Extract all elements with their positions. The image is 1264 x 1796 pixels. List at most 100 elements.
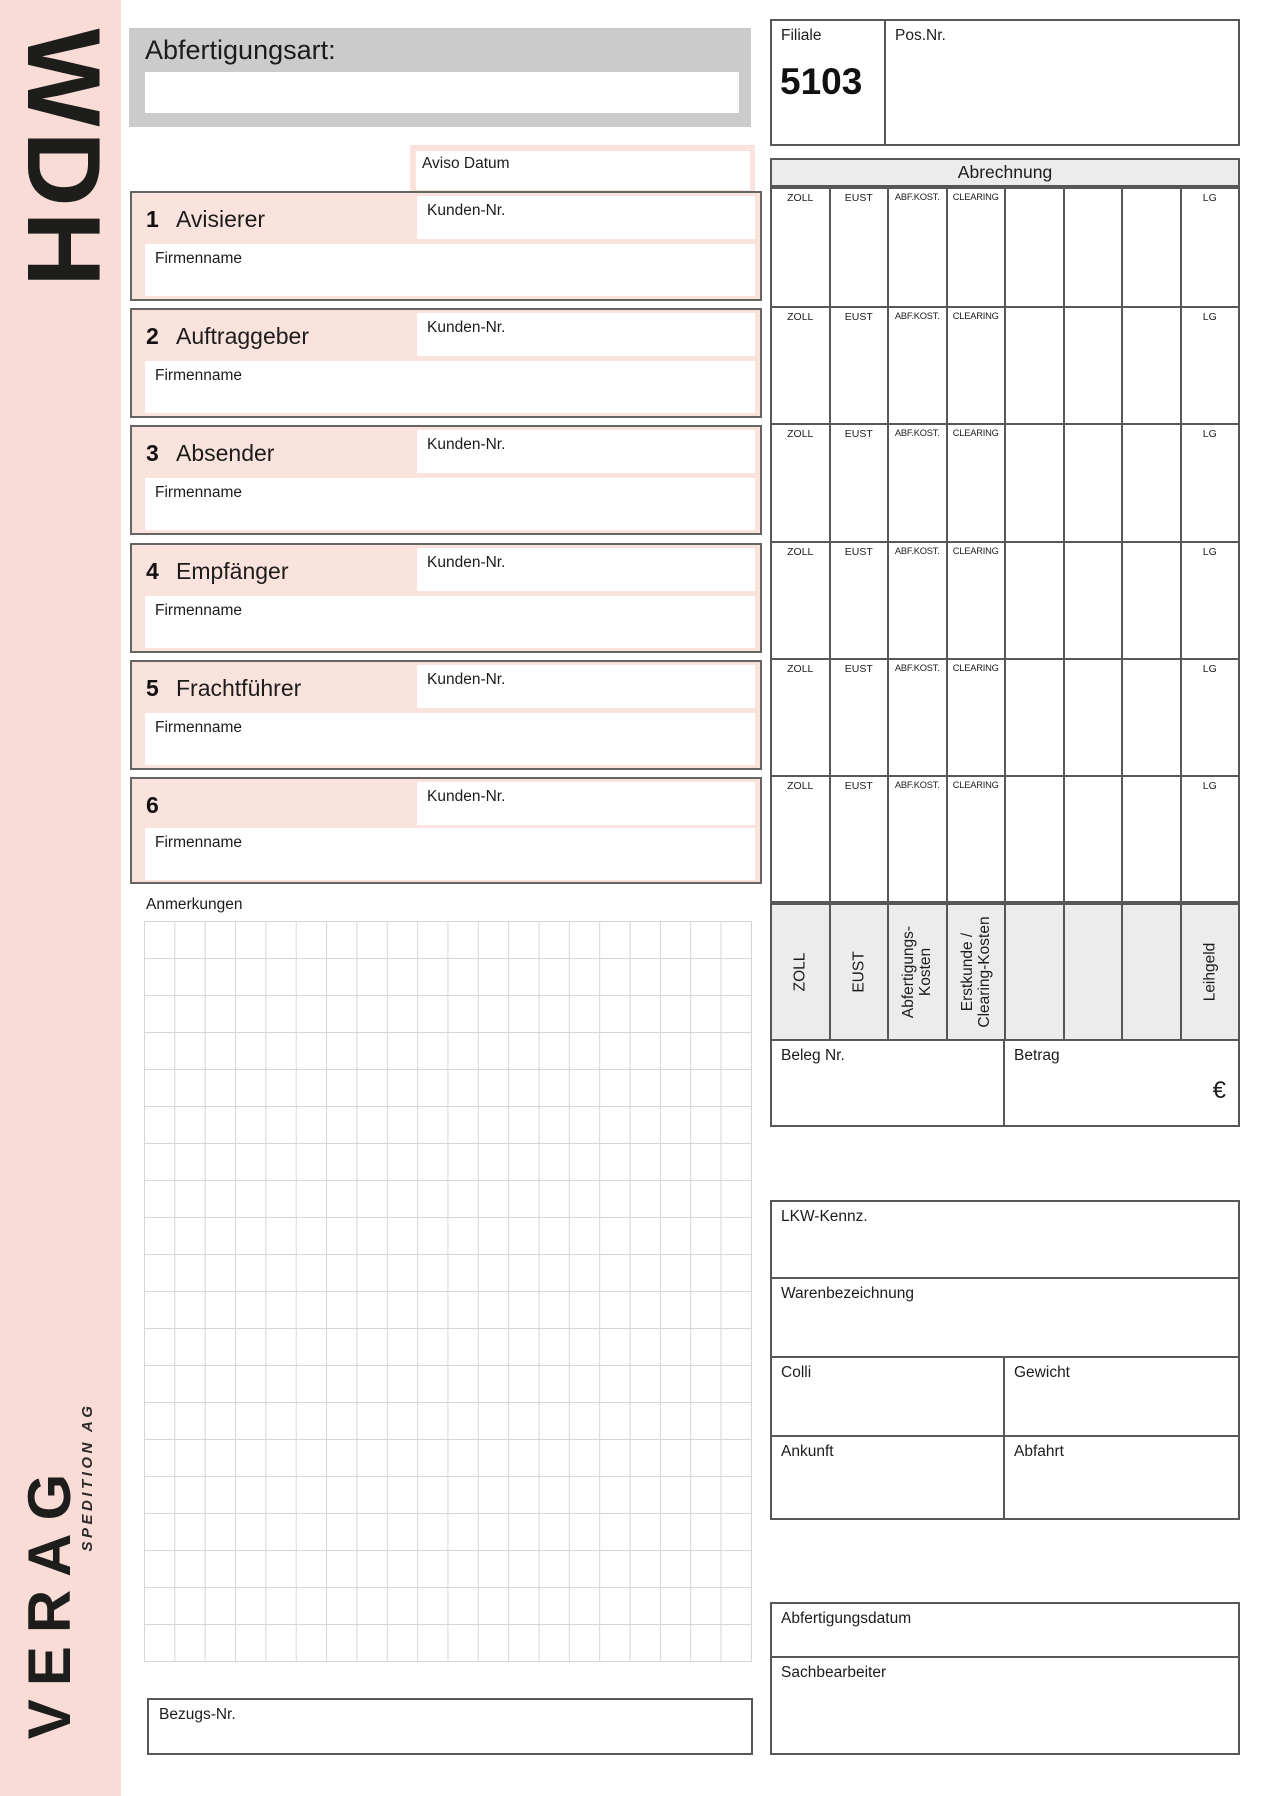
cell-eust[interactable]: EUST xyxy=(831,660,889,775)
cell-blank[interactable] xyxy=(1065,425,1123,541)
cell-blank[interactable] xyxy=(1006,189,1065,306)
section-empfaenger: 4 Empfänger Kunden-Nr. Firmenname xyxy=(130,543,762,653)
rotated-label: EUST xyxy=(850,951,868,993)
cell-eust[interactable]: EUST xyxy=(831,777,889,901)
pos-nr-field[interactable]: Pos.Nr. xyxy=(886,21,1238,144)
cell-zoll[interactable]: ZOLL xyxy=(772,189,831,306)
cell-clearing[interactable]: CLEARING xyxy=(948,543,1006,658)
cell-clearing[interactable]: CLEARING xyxy=(948,308,1006,423)
cell-zoll[interactable]: ZOLL xyxy=(772,660,831,775)
filiale-label: Filiale xyxy=(781,27,822,44)
section-title: Auftraggeber xyxy=(176,323,309,349)
section-auftraggeber: 2 Auftraggeber Kunden-Nr. Firmenname xyxy=(130,308,762,418)
col-label: LG xyxy=(1202,428,1217,440)
abfahrt-field[interactable]: Abfahrt xyxy=(1005,1437,1238,1518)
cell-lg[interactable]: LG xyxy=(1182,660,1239,775)
cell-blank[interactable] xyxy=(1065,660,1123,775)
cell-blank[interactable] xyxy=(1065,308,1123,423)
cell-blank[interactable] xyxy=(1006,425,1065,541)
lkw-kennz-field[interactable]: LKW-Kennz. xyxy=(772,1202,1238,1279)
cell-eust[interactable]: EUST xyxy=(831,543,889,658)
cell-abfkost[interactable]: ABF.KOST. xyxy=(889,425,948,541)
band-cell-eust: EUST xyxy=(831,905,889,1039)
cell-zoll[interactable]: ZOLL xyxy=(772,777,831,901)
cell-zoll[interactable]: ZOLL xyxy=(772,308,831,423)
cell-blank[interactable] xyxy=(1006,777,1065,901)
firmenname-field[interactable]: Firmenname xyxy=(145,361,755,413)
section-avisierer: 1 Avisierer Kunden-Nr. Firmenname xyxy=(130,191,762,301)
firmenname-label: Firmenname xyxy=(155,834,242,851)
col-label: EUST xyxy=(844,192,873,204)
cell-lg[interactable]: LG xyxy=(1182,777,1239,901)
kunden-nr-field[interactable]: Kunden-Nr. xyxy=(417,548,755,591)
cell-lg[interactable]: LG xyxy=(1182,308,1239,423)
cell-blank[interactable] xyxy=(1123,308,1182,423)
kunden-nr-field[interactable]: Kunden-Nr. xyxy=(417,196,755,239)
cell-lg[interactable]: LG xyxy=(1182,425,1239,541)
cell-blank[interactable] xyxy=(1123,660,1182,775)
cell-clearing[interactable]: CLEARING xyxy=(948,425,1006,541)
sachbearbeiter-field[interactable]: Sachbearbeiter xyxy=(772,1658,1238,1753)
cell-blank[interactable] xyxy=(1006,308,1065,423)
cell-clearing[interactable]: CLEARING xyxy=(948,777,1006,901)
anmerkungen-grid[interactable] xyxy=(144,921,752,1662)
col-label xyxy=(1123,425,1180,428)
cell-abfkost[interactable]: ABF.KOST. xyxy=(889,660,948,775)
cell-blank[interactable] xyxy=(1123,189,1182,306)
betrag-label: Betrag xyxy=(1014,1047,1060,1064)
cell-zoll[interactable]: ZOLL xyxy=(772,543,831,658)
section-frachtfuehrer: 5 Frachtführer Kunden-Nr. Firmenname xyxy=(130,660,762,770)
cell-lg[interactable]: LG xyxy=(1182,189,1239,306)
cell-abfkost[interactable]: ABF.KOST. xyxy=(889,308,948,423)
beleg-nr-field[interactable]: Beleg Nr. xyxy=(772,1041,1005,1125)
cell-blank[interactable] xyxy=(1065,777,1123,901)
gewicht-field[interactable]: Gewicht xyxy=(1005,1358,1238,1435)
betrag-field[interactable]: Betrag € xyxy=(1005,1041,1238,1125)
kunden-nr-label: Kunden-Nr. xyxy=(427,202,506,219)
cell-abfkost[interactable]: ABF.KOST. xyxy=(889,777,948,901)
col-label: CLEARING xyxy=(952,546,999,556)
cell-abfkost[interactable]: ABF.KOST. xyxy=(889,189,948,306)
ankunft-field[interactable]: Ankunft xyxy=(772,1437,1005,1518)
cell-blank[interactable] xyxy=(1065,189,1123,306)
firmenname-field[interactable]: Firmenname xyxy=(145,478,755,530)
cell-zoll[interactable]: ZOLL xyxy=(772,425,831,541)
cell-lg[interactable]: LG xyxy=(1182,543,1239,658)
abfertigungsart-header: Abfertigungsart: xyxy=(129,28,751,127)
kunden-nr-field[interactable]: Kunden-Nr. xyxy=(417,430,755,473)
cell-eust[interactable]: EUST xyxy=(831,189,889,306)
firmenname-field[interactable]: Firmenname xyxy=(145,596,755,648)
cell-eust[interactable]: EUST xyxy=(831,308,889,423)
col-label: LG xyxy=(1202,780,1217,792)
col-label: ZOLL xyxy=(787,780,814,792)
colli-field[interactable]: Colli xyxy=(772,1358,1005,1435)
warenbezeichnung-field[interactable]: Warenbezeichnung xyxy=(772,1279,1238,1358)
bezugs-nr-field[interactable]: Bezugs-Nr. xyxy=(147,1698,753,1755)
cell-eust[interactable]: EUST xyxy=(831,425,889,541)
col-label: ABF.KOST. xyxy=(894,780,940,790)
kunden-nr-field[interactable]: Kunden-Nr. xyxy=(417,313,755,356)
band-cell-blank xyxy=(1123,905,1182,1039)
firmenname-field[interactable]: Firmenname xyxy=(145,244,755,296)
cell-blank[interactable] xyxy=(1065,543,1123,658)
kunden-nr-field[interactable]: Kunden-Nr. xyxy=(417,782,755,825)
cell-blank[interactable] xyxy=(1123,777,1182,901)
abfertigungsart-input[interactable] xyxy=(145,72,739,113)
col-label: EUST xyxy=(844,428,873,440)
cell-blank[interactable] xyxy=(1123,425,1182,541)
firmenname-field[interactable]: Firmenname xyxy=(145,713,755,765)
aviso-datum-field[interactable] xyxy=(416,151,750,190)
colli-label: Colli xyxy=(781,1364,812,1381)
kunden-nr-field[interactable]: Kunden-Nr. xyxy=(417,665,755,708)
cell-blank[interactable] xyxy=(1006,660,1065,775)
firmenname-field[interactable]: Firmenname xyxy=(145,828,755,880)
col-label: ZOLL xyxy=(787,311,814,323)
cell-clearing[interactable]: CLEARING xyxy=(948,660,1006,775)
section-six: 6 Kunden-Nr. Firmenname xyxy=(130,777,762,884)
cell-blank[interactable] xyxy=(1123,543,1182,658)
cell-clearing[interactable]: CLEARING xyxy=(948,189,1006,306)
abfertigungsdatum-field[interactable]: Abfertigungsdatum xyxy=(772,1604,1238,1658)
cell-abfkost[interactable]: ABF.KOST. xyxy=(889,543,948,658)
cell-blank[interactable] xyxy=(1006,543,1065,658)
col-label xyxy=(1006,189,1063,192)
